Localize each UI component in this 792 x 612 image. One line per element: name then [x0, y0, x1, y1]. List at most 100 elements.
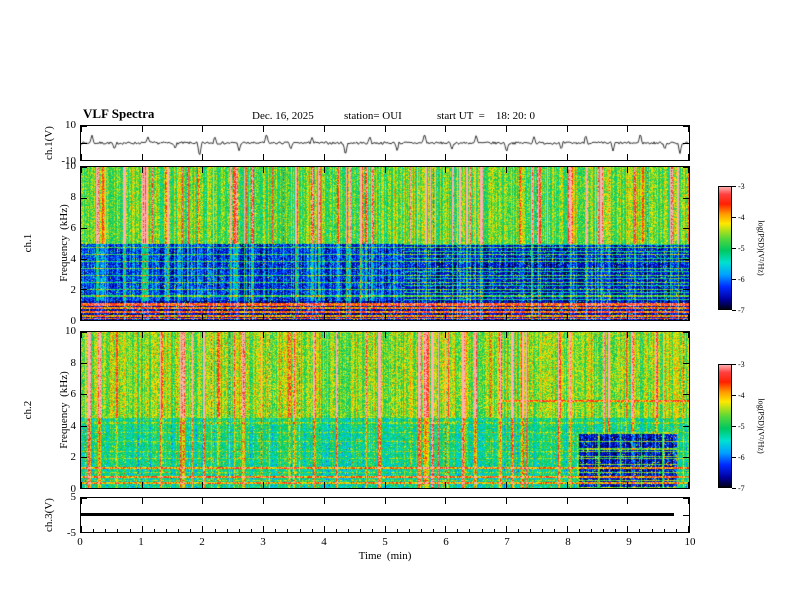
y-tick-mark	[81, 289, 87, 290]
x-minor-tick-mark	[166, 529, 167, 532]
x-minor-tick-mark	[239, 529, 240, 532]
y-tick-mark	[81, 498, 87, 499]
x-tick-mark	[567, 154, 568, 160]
x-tick-mark	[688, 314, 689, 320]
x-tick-label: 9	[626, 536, 632, 548]
x-minor-tick-mark	[154, 529, 155, 532]
x-minor-tick-mark	[676, 529, 677, 532]
colorbar-tick-mark	[732, 248, 736, 249]
y-tick-label: 2	[70, 451, 77, 463]
y-tick-mark	[683, 332, 689, 333]
y-tick-mark	[683, 289, 689, 290]
x-tick-mark	[627, 314, 628, 320]
x-tick-mark	[324, 498, 325, 504]
x-tick-mark	[688, 332, 689, 338]
x-tick-mark	[627, 154, 628, 160]
x-tick-mark	[202, 167, 203, 173]
x-minor-tick-mark	[469, 529, 470, 532]
y-tick-label: -5	[66, 527, 76, 539]
x-tick-mark	[142, 154, 143, 160]
y-tick-label: 0	[70, 483, 77, 495]
y-tick-label: 5	[70, 491, 77, 503]
x-tick-mark	[324, 482, 325, 488]
x-minor-tick-mark	[615, 529, 616, 532]
x-tick-label: 6	[443, 536, 449, 548]
y-tick-mark	[683, 198, 689, 199]
x-minor-tick-mark	[360, 529, 361, 532]
x-tick-mark	[688, 498, 689, 504]
ch2-frequency-axis-label: Frequency (kHz)	[58, 371, 70, 449]
x-tick-mark	[506, 314, 507, 320]
x-tick-mark	[263, 126, 264, 132]
ch2-spectrogram-canvas	[81, 332, 689, 488]
y-tick-label: 0	[70, 315, 77, 327]
colorbar-tick-mark	[732, 310, 736, 311]
x-tick-mark	[202, 482, 203, 488]
x-minor-tick-mark	[215, 529, 216, 532]
x-tick-mark	[627, 482, 628, 488]
x-minor-tick-mark	[518, 529, 519, 532]
y-tick-mark	[683, 457, 689, 458]
y-tick-label: 6	[70, 222, 77, 234]
y-tick-label: 4	[70, 420, 77, 432]
x-minor-tick-mark	[591, 529, 592, 532]
x-tick-mark	[385, 498, 386, 504]
x-tick-mark	[81, 498, 82, 504]
x-tick-mark	[263, 167, 264, 173]
y-tick-label: 4	[70, 253, 77, 265]
x-tick-mark	[627, 167, 628, 173]
x-tick-mark	[142, 332, 143, 338]
y-tick-mark	[683, 228, 689, 229]
x-tick-mark	[385, 482, 386, 488]
y-tick-label: 6	[70, 388, 77, 400]
colorbar-tick-mark	[732, 279, 736, 280]
y-tick-label: 10	[65, 119, 76, 131]
ch2-colorbar	[718, 364, 732, 488]
y-tick-mark	[81, 515, 87, 516]
x-tick-mark	[263, 482, 264, 488]
x-tick-mark	[567, 314, 568, 320]
ch1-row-label: ch.1	[22, 233, 34, 253]
x-tick-label: 0	[77, 536, 83, 548]
x-tick-mark	[142, 314, 143, 320]
x-tick-mark	[445, 167, 446, 173]
y-tick-mark	[683, 498, 689, 499]
ch2-row-label: ch.2	[22, 400, 34, 420]
x-minor-tick-mark	[251, 529, 252, 532]
x-minor-tick-mark	[227, 529, 228, 532]
x-minor-tick-mark	[202, 529, 203, 532]
x-tick-mark	[506, 498, 507, 504]
x-tick-mark	[506, 167, 507, 173]
colorbar-tick-label: -5	[738, 244, 745, 253]
y-tick-mark	[683, 488, 689, 489]
x-tick-mark	[385, 167, 386, 173]
x-tick-mark	[385, 126, 386, 132]
x-tick-mark	[81, 154, 82, 160]
x-tick-mark	[567, 332, 568, 338]
x-tick-mark	[567, 167, 568, 173]
x-tick-mark	[506, 332, 507, 338]
y-tick-mark	[81, 394, 87, 395]
x-tick-mark	[142, 482, 143, 488]
x-tick-mark	[688, 154, 689, 160]
x-minor-tick-mark	[433, 529, 434, 532]
time-axis-label: Time (min)	[358, 550, 412, 562]
x-tick-mark	[567, 126, 568, 132]
start-ut-label: start UT = 18: 20: 0	[437, 110, 535, 122]
y-tick-mark	[81, 332, 87, 333]
x-minor-tick-mark	[506, 529, 507, 532]
y-tick-mark	[683, 394, 689, 395]
y-tick-mark	[683, 167, 689, 168]
y-tick-mark	[683, 320, 689, 321]
x-minor-tick-mark	[397, 529, 398, 532]
y-tick-mark	[683, 515, 689, 516]
x-tick-mark	[81, 126, 82, 132]
y-tick-mark	[683, 160, 689, 161]
x-tick-label: 10	[684, 536, 696, 548]
x-minor-tick-mark	[530, 529, 531, 532]
x-tick-mark	[688, 126, 689, 132]
y-tick-mark	[81, 320, 87, 321]
x-tick-mark	[445, 314, 446, 320]
colorbar-tick-label: -4	[738, 213, 745, 222]
